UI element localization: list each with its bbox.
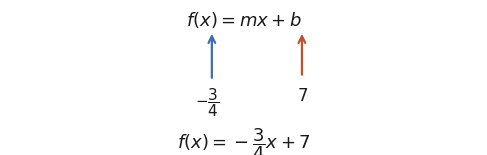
Text: $f(x) = -\dfrac{3}{4}x + 7$: $f(x) = -\dfrac{3}{4}x + 7$ [177, 126, 310, 155]
Text: $-\dfrac{3}{4}$: $-\dfrac{3}{4}$ [195, 86, 219, 119]
Text: $f(x) = mx + b$: $f(x) = mx + b$ [186, 10, 301, 30]
Text: $7$: $7$ [298, 87, 308, 105]
